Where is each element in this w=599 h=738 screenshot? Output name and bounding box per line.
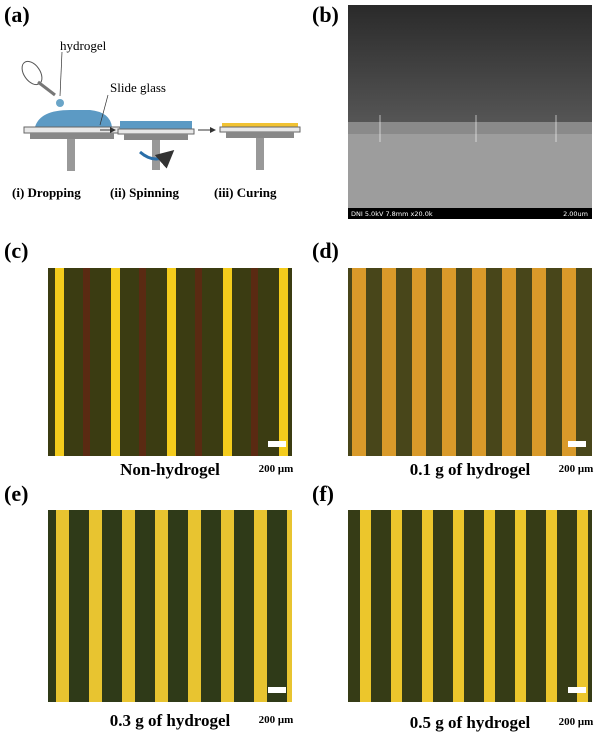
hydrogel-label: hydrogel bbox=[60, 38, 107, 53]
sem-image bbox=[348, 5, 592, 219]
caption: 0.1 g of hydrogel bbox=[410, 460, 531, 479]
step-label: (ii) Spinning bbox=[110, 185, 180, 200]
caption: 0.3 g of hydrogel bbox=[110, 711, 231, 730]
panel-label: (e) bbox=[4, 481, 28, 506]
caption: Non-hydrogel bbox=[120, 460, 220, 479]
scale-bar bbox=[268, 441, 286, 447]
micrograph bbox=[348, 268, 592, 456]
panel-label: (c) bbox=[4, 238, 28, 263]
step-label: (iii) Curing bbox=[214, 185, 277, 200]
caption: 0.5 g of hydrogel bbox=[410, 713, 531, 732]
sem-info: DNI 5.0kV 7.8mm x20.0k bbox=[351, 210, 433, 218]
panel-label: (f) bbox=[312, 481, 334, 506]
micrograph bbox=[48, 268, 292, 456]
scale-label: 200 μm bbox=[559, 463, 594, 475]
scale-bar bbox=[568, 441, 586, 447]
panel-label: (a) bbox=[4, 2, 30, 27]
panel-label: (b) bbox=[312, 2, 339, 27]
panel-label: (d) bbox=[312, 238, 339, 263]
scale-label: 200 μm bbox=[559, 716, 594, 728]
sem-scale: 2.00um bbox=[563, 210, 588, 218]
scale-label: 200 μm bbox=[259, 463, 294, 475]
step-label: (i) Dropping bbox=[12, 185, 81, 200]
slide-glass-label: Slide glass bbox=[110, 80, 166, 95]
micrograph bbox=[48, 510, 292, 702]
scale-bar bbox=[268, 687, 286, 693]
scale-bar bbox=[568, 687, 586, 693]
scale-label: 200 μm bbox=[259, 714, 294, 726]
figure: (a) hydrogel Slide glass (i) Dropping (i… bbox=[0, 0, 599, 738]
micrograph bbox=[348, 510, 592, 702]
process-diagram bbox=[18, 52, 300, 171]
